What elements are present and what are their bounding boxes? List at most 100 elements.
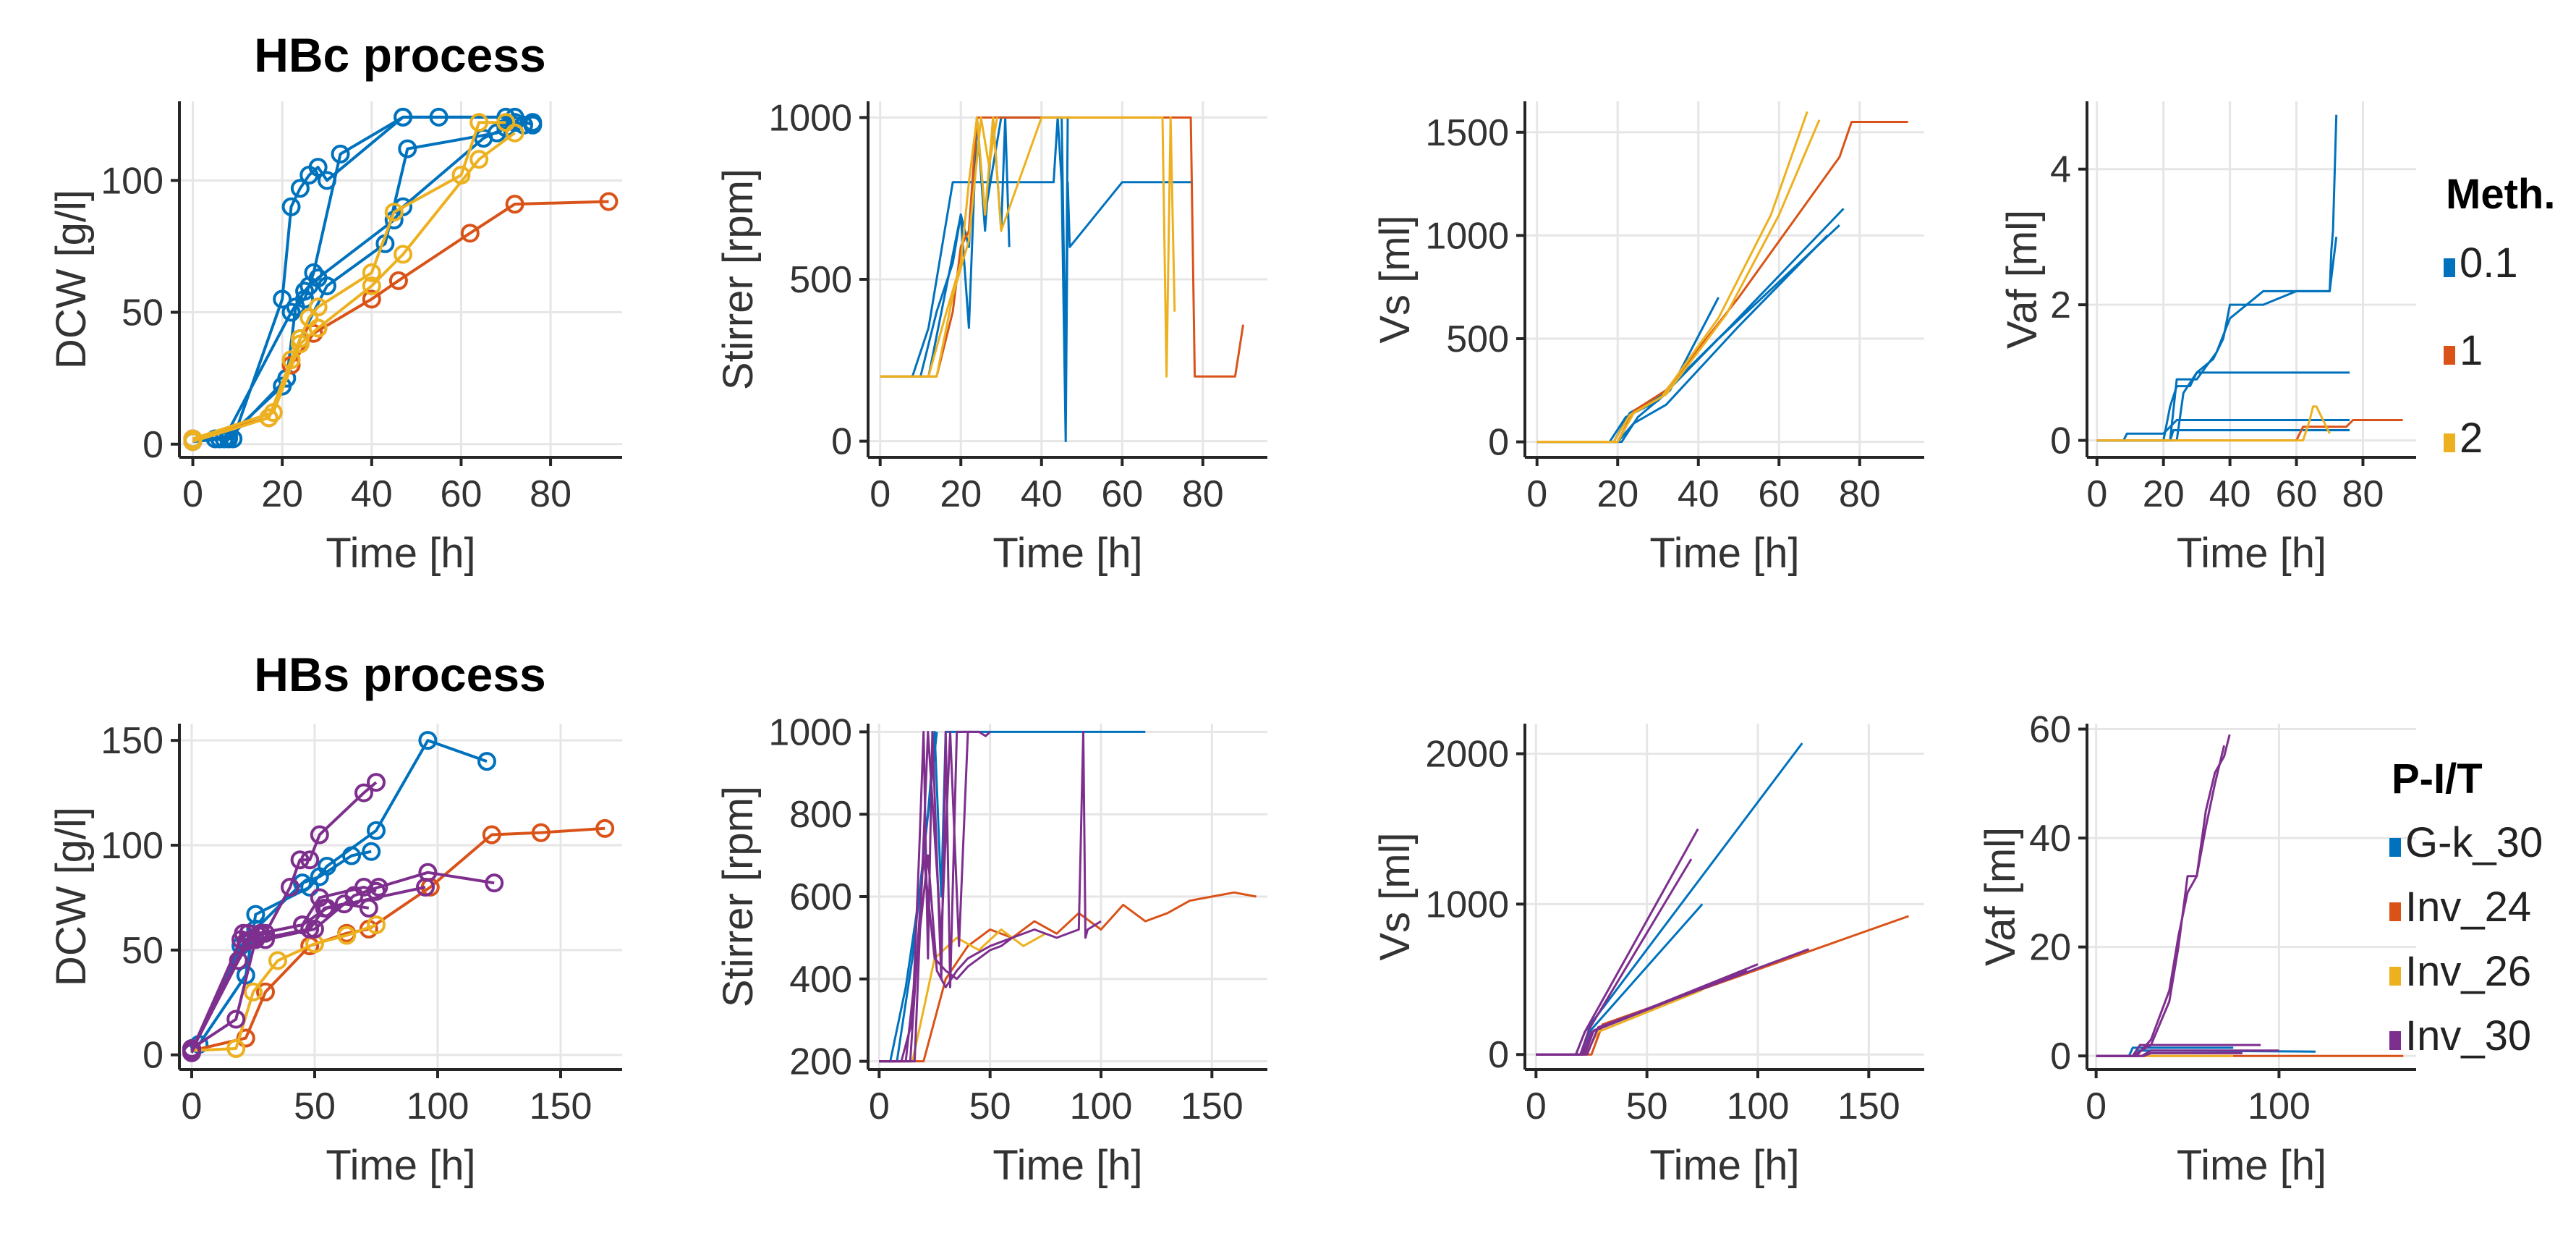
series-line-0.1 — [192, 121, 516, 444]
x-tick-label: 0 — [1526, 473, 1547, 515]
y-tick-label: 2 — [2050, 284, 2071, 326]
x-tick-label: 50 — [294, 1085, 336, 1127]
x-tick-label: 0 — [1526, 1085, 1547, 1127]
data-point-2 — [362, 263, 381, 282]
data-point-0.1 — [505, 113, 524, 132]
data-point-Inv_30 — [305, 919, 324, 939]
data-point-1 — [460, 224, 480, 243]
data-point-0.1 — [290, 179, 310, 198]
y-tick-label: 20 — [2029, 927, 2071, 969]
y-axis-label: DCW [g/l] — [48, 807, 95, 986]
y-tick-label: 1500 — [1425, 112, 1509, 154]
y-tick-label: 50 — [122, 930, 163, 972]
series-line-0.1 — [880, 116, 1191, 443]
legend-swatch — [2444, 346, 2455, 365]
data-point-Inv_30 — [293, 915, 312, 935]
series-line-Inv_30 — [879, 730, 969, 1063]
y-axis-label: Vaf [ml] — [1999, 210, 2046, 349]
y-axis-label: DCW [g/l] — [48, 190, 95, 369]
data-point-0.1 — [394, 107, 413, 127]
data-point-0.1 — [523, 113, 543, 132]
y-tick-label: 40 — [2029, 818, 2071, 860]
data-point-2 — [394, 245, 413, 264]
series-line-Inv_30 — [2096, 1051, 2243, 1057]
x-tick-label: 0 — [182, 473, 203, 515]
legend-swatch — [2444, 433, 2455, 452]
data-point-2 — [505, 123, 524, 143]
legend-swatch — [2389, 838, 2401, 857]
data-point-Inv_30 — [485, 873, 504, 893]
data-point-G-k_30 — [293, 873, 312, 893]
x-tick-label: 0 — [182, 1085, 203, 1127]
x-tick-label: 150 — [530, 1085, 592, 1127]
legend-label: G-k_30 — [2405, 819, 2543, 866]
x-tick-label: 60 — [1101, 473, 1143, 515]
legend-label: Inv_24 — [2405, 884, 2531, 931]
series-line-1 — [192, 200, 609, 441]
data-point-Inv_30 — [236, 932, 255, 952]
data-point-G-k_30 — [342, 846, 361, 865]
data-point-Inv_30 — [251, 923, 271, 943]
x-axis-label: Time [h] — [1649, 1142, 1799, 1189]
x-tick-label: 100 — [1070, 1085, 1133, 1127]
x-tick-label: 80 — [530, 473, 571, 515]
legend-swatch — [2389, 967, 2401, 986]
y-tick-label: 1000 — [768, 711, 852, 753]
data-point-Inv_30 — [369, 877, 388, 897]
x-tick-label: 80 — [2342, 473, 2384, 515]
legend-title: Meth. — [2446, 171, 2555, 218]
series-line-1 — [1536, 121, 1908, 444]
data-point-0.1 — [308, 158, 328, 177]
data-point-Inv_30 — [182, 1041, 201, 1060]
subplot-1: 0 20 40 60 80 0 50 100 Time [h] DCW [g/l] — [48, 101, 622, 577]
data-point-2 — [362, 276, 381, 296]
x-axis-label: Time [h] — [326, 530, 475, 577]
data-point-2 — [469, 150, 489, 169]
series-line-2 — [192, 121, 506, 444]
x-tick-label: 150 — [1837, 1085, 1900, 1127]
subplot-8: 0 100 0 20 40 60 Time [h] Vaf [ml] — [1977, 709, 2416, 1189]
x-tick-label: 60 — [1758, 473, 1800, 515]
x-tick-label: 0 — [2086, 473, 2107, 515]
x-tick-label: 60 — [441, 473, 483, 515]
subplot-5: 0 50 100 150 0 50 100 150 Time [h] DCW [g/l] — [48, 720, 622, 1189]
y-tick-label: 1000 — [1425, 884, 1509, 926]
data-point-G-k_30 — [367, 821, 386, 840]
y-tick-label: 500 — [1446, 318, 1509, 360]
y-tick-label: 100 — [101, 160, 163, 202]
x-tick-label: 60 — [2276, 473, 2318, 515]
data-point-Inv_26 — [226, 1039, 246, 1059]
y-axis-label: Vs [ml] — [1372, 832, 1419, 960]
series-line-0.1 — [2096, 114, 2338, 442]
data-point-0.1 — [281, 197, 301, 216]
y-axis-label: Stirrer [rpm] — [715, 169, 762, 390]
series-line-0.1 — [192, 121, 533, 444]
y-tick-label: 400 — [789, 959, 852, 1001]
y-tick-label: 2000 — [1425, 734, 1509, 776]
data-point-Inv_26 — [244, 982, 263, 1002]
x-tick-label: 100 — [2248, 1085, 2311, 1127]
data-point-2 — [308, 297, 328, 317]
data-point-1 — [505, 195, 524, 214]
series-line-Inv_30 — [190, 781, 378, 1051]
data-point-Inv_30 — [416, 877, 435, 897]
y-tick-label: 200 — [789, 1041, 852, 1083]
series-line-Inv_30 — [190, 886, 426, 1051]
subplot-4: 0 20 40 60 80 0 2 4 Time [h] Vaf [ml] — [1999, 101, 2416, 577]
data-point-Inv_24 — [256, 982, 275, 1002]
x-axis-label: Time [h] — [992, 1142, 1142, 1189]
data-point-2 — [183, 429, 203, 449]
series-line-2 — [2096, 405, 2331, 442]
data-point-0.1 — [318, 276, 336, 296]
y-tick-label: 0 — [831, 421, 852, 463]
x-axis-label: Time [h] — [1649, 530, 1799, 577]
data-point-2 — [384, 203, 404, 222]
data-point-Inv_26 — [337, 926, 357, 945]
subplot-6: 0 50 100 150 200 400 600 800 1000 Time [h] Stirrer… — [715, 711, 1267, 1189]
data-point-0.1 — [281, 302, 301, 322]
x-tick-label: 0 — [2086, 1085, 2107, 1127]
series-line-0.1 — [2096, 237, 2338, 442]
x-tick-label: 50 — [1626, 1085, 1668, 1127]
data-point-G-k_30 — [362, 842, 381, 861]
